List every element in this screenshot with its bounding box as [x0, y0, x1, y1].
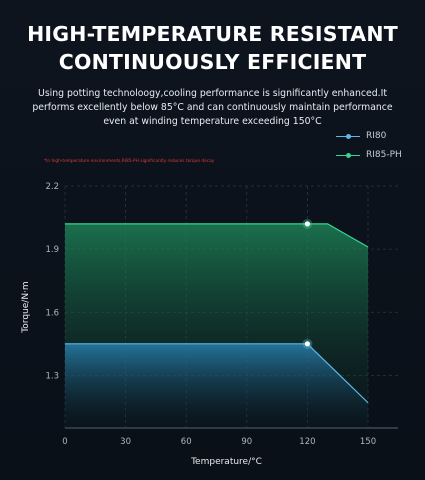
- y-tick-label: 1.9: [45, 245, 59, 255]
- line-ri85-ph: [65, 223, 369, 248]
- marker-ri85-ph: [304, 221, 310, 227]
- chart-note: *In high-temperature environments,RI85-P…: [44, 159, 215, 164]
- y-tick-label: 2.2: [45, 182, 59, 192]
- x-axis-title: Temperature/°C: [190, 457, 262, 467]
- page-title-line-1: HIGH-TEMPERATURE RESISTANT: [27, 22, 398, 46]
- x-tick-label: 30: [120, 437, 131, 447]
- series-areas: [65, 223, 368, 428]
- x-tick-label: 0: [62, 437, 67, 447]
- legend-item-ri85-ph: RI85-PH: [336, 150, 425, 162]
- series-markers: [302, 218, 313, 349]
- x-tick-label: 150: [360, 437, 376, 447]
- legend-marker-ri80: [346, 133, 351, 139]
- x-tick-label: 90: [241, 437, 252, 447]
- legend-marker-ri85-ph: [346, 152, 351, 158]
- x-tick-label: 120: [299, 437, 315, 447]
- legend-label-ri80: RI80: [366, 131, 387, 141]
- x-tick-label: 60: [181, 437, 192, 447]
- y-axis-title: Torque/N·m: [21, 281, 31, 333]
- y-tick-label: 1.3: [45, 371, 59, 381]
- axis-ticks: 1.3 1.6 1.9 2.2 0 30 60 90 120 150: [45, 182, 376, 447]
- area-ri80: [65, 343, 368, 428]
- marker-ri80: [304, 341, 310, 347]
- legend-item-ri80: RI80: [336, 131, 425, 143]
- legend-label-ri85-ph: RI85-PH: [366, 150, 402, 160]
- page-subtitle: Using potting technoloogy,cooling perfor…: [32, 88, 393, 127]
- page-title-line-2: CONTINUOUSLY EFFICIENT: [58, 50, 367, 74]
- y-tick-label: 1.6: [45, 308, 59, 318]
